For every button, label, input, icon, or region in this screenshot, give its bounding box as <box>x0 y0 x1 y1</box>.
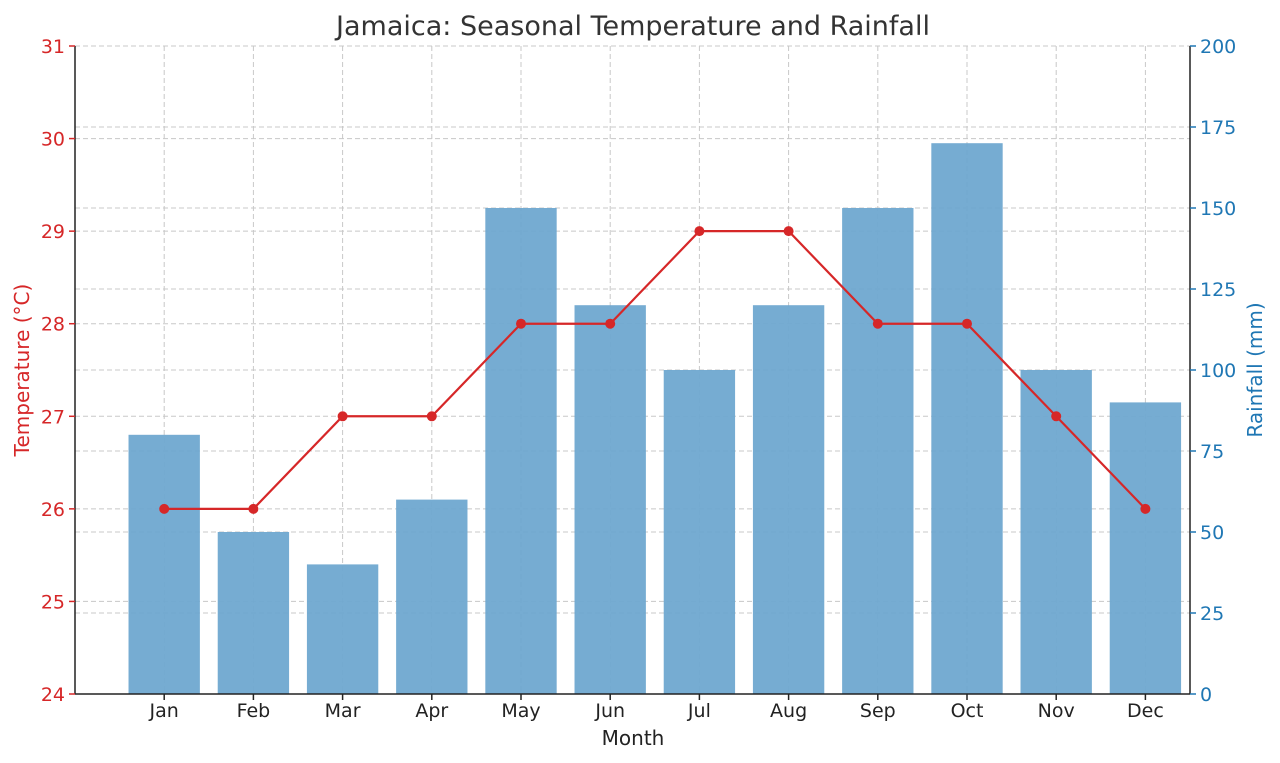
rainfall-bar-aug <box>752 305 825 694</box>
y-right-tick-label: 0 <box>1200 684 1212 706</box>
x-tick-label-aug: Aug <box>770 700 807 722</box>
temperature-point-mar <box>337 411 348 422</box>
x-tick-label-oct: Oct <box>951 700 984 722</box>
temperature-point-dec <box>1140 503 1151 514</box>
rainfall-bar-jul <box>663 370 736 694</box>
y-left-tick-label: 25 <box>41 591 65 613</box>
temperature-point-aug <box>783 226 794 237</box>
temperature-point-jul <box>694 226 705 237</box>
rainfall-bars <box>128 143 1182 694</box>
temperature-point-sep <box>872 318 883 329</box>
temperature-point-oct <box>962 318 972 329</box>
temperature-point-may <box>516 318 526 329</box>
rainfall-bar-oct <box>931 143 1003 694</box>
temperature-line <box>159 226 1151 514</box>
rainfall-bar-may <box>485 208 557 694</box>
x-axis-label: Month <box>602 726 665 750</box>
x-tick-label-jun: Jun <box>594 700 625 722</box>
y-left-tick-label: 28 <box>41 314 65 336</box>
temperature-point-nov <box>1051 411 1062 422</box>
rainfall-bar-jan <box>128 434 200 694</box>
rainfall-bar-feb <box>217 532 290 694</box>
x-tick-label-mar: Mar <box>325 700 361 722</box>
temperature-point-jan <box>159 503 170 514</box>
y-left-tick-label: 26 <box>41 499 65 521</box>
y-left-tick-label: 29 <box>41 221 65 243</box>
y-right-tick-label: 50 <box>1200 522 1224 544</box>
temperature-series-line <box>164 230 1147 510</box>
y-right-tick-label: 25 <box>1200 603 1224 625</box>
axes: 24 25 26 27 28 29 30 31 0 25 50 75 100 125 150 175 200 Ja… <box>41 36 1236 722</box>
temperature-point-apr <box>426 411 437 422</box>
rainfall-bar-jun <box>574 305 646 694</box>
y-left-tick-label: 27 <box>41 406 65 428</box>
x-tick-label-jul: Jul <box>687 700 711 722</box>
x-tick-label-may: May <box>501 700 540 722</box>
y-right-tick-label: 150 <box>1200 198 1236 220</box>
rainfall-bar-nov <box>1020 370 1092 694</box>
x-tick-label-sep: Sep <box>860 700 896 722</box>
y-axis-right-label: Rainfall (mm) <box>1243 302 1267 437</box>
y-right-tick-label: 175 <box>1200 117 1236 139</box>
y-right-tick-label: 100 <box>1200 360 1236 382</box>
rainfall-bar-dec <box>1109 402 1182 694</box>
x-tick-label-nov: Nov <box>1038 700 1075 722</box>
x-tick-label-apr: Apr <box>415 700 448 722</box>
y-right-tick-label: 75 <box>1200 441 1224 463</box>
y-axis-left-label: Temperature (°C) <box>10 284 34 458</box>
temperature-point-feb <box>248 503 259 514</box>
y-left-tick-label: 24 <box>41 684 65 706</box>
temperature-point-jun <box>605 318 616 329</box>
y-right-tick-label: 200 <box>1200 36 1236 58</box>
y-left-tick-label: 31 <box>41 36 65 58</box>
x-tick-label-dec: Dec <box>1127 700 1164 722</box>
rainfall-bar-apr <box>396 499 468 694</box>
x-tick-label-jan: Jan <box>149 700 179 722</box>
y-left-tick-label: 30 <box>41 129 65 151</box>
chart-title: Jamaica: Seasonal Temperature and Rainfa… <box>334 11 930 42</box>
rainfall-bar-sep <box>842 208 914 694</box>
x-tick-label-feb: Feb <box>237 700 271 722</box>
rainfall-bar-mar <box>306 564 379 694</box>
y-right-tick-label: 125 <box>1200 279 1236 301</box>
